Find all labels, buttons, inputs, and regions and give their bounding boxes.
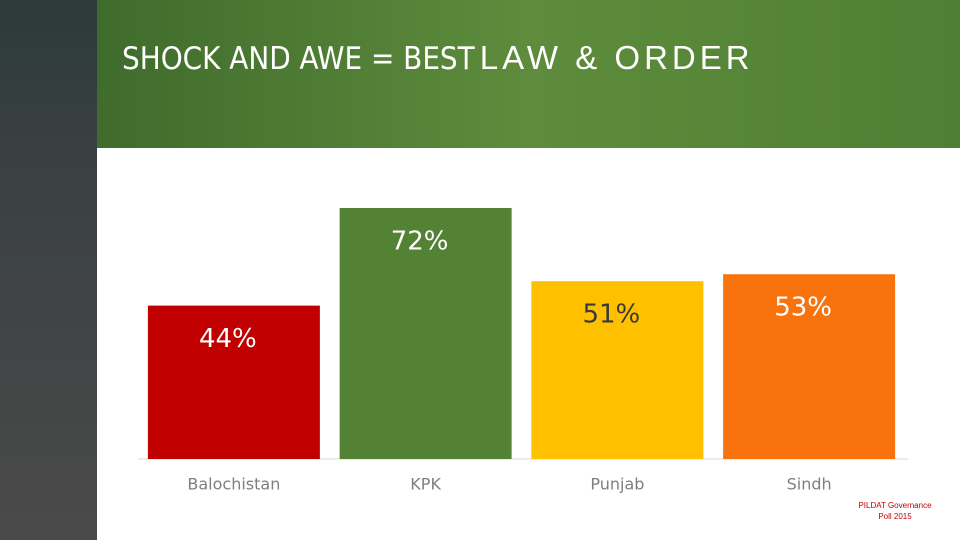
value-label: 53% [774,293,832,323]
value-label: 72% [391,227,449,257]
title-part: SHOCK AND AWE = BEST [122,41,476,77]
category-label: Sindh [787,475,832,494]
source-note: Poll 2015 [878,512,912,521]
category-label: KPK [410,475,441,494]
source-note: PILDAT Governance [858,501,932,510]
title-part: LAW & ORDER [480,39,754,76]
bar [723,274,896,459]
value-label: 51% [582,300,640,330]
category-label: Balochistan [187,475,280,494]
bar [531,281,704,459]
bar [147,305,320,459]
side-strip [0,0,97,540]
bar [339,208,512,459]
title-banner [97,0,960,148]
category-label: Punjab [590,475,644,494]
value-label: 44% [199,324,257,354]
plot: 44% Balochistan 72% KPK 51% Punjab 53% Sindh [147,208,896,494]
chart-title: SHOCK AND AWE = BEST LAW & ORDER [122,39,754,77]
